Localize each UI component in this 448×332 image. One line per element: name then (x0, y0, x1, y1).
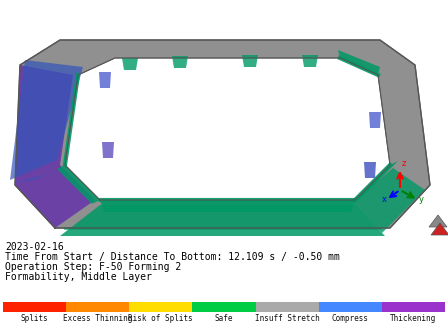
Polygon shape (102, 142, 114, 158)
Text: Excess Thinning: Excess Thinning (63, 314, 133, 323)
Bar (255, 302, 319, 312)
Polygon shape (369, 112, 381, 128)
Text: 2023-02-16: 2023-02-16 (5, 242, 64, 252)
Polygon shape (429, 215, 447, 227)
Bar (319, 302, 382, 312)
Text: Compress: Compress (332, 314, 369, 323)
Polygon shape (352, 168, 425, 233)
Text: Operation Step: F-50 Forming 2: Operation Step: F-50 Forming 2 (5, 262, 181, 272)
Text: z: z (402, 159, 406, 168)
Polygon shape (60, 205, 385, 236)
Text: y: y (419, 195, 424, 204)
Polygon shape (57, 165, 100, 204)
Text: Formability, Middle Layer: Formability, Middle Layer (5, 272, 152, 282)
Polygon shape (364, 162, 376, 178)
Text: x: x (382, 195, 387, 204)
Bar (382, 302, 445, 312)
Text: Thickening: Thickening (390, 314, 436, 323)
Text: Time From Start / Distance To Bottom: 12.109 s / -0.50 mm: Time From Start / Distance To Bottom: 12… (5, 252, 340, 262)
Polygon shape (10, 60, 83, 180)
Polygon shape (122, 58, 138, 70)
Text: Splits: Splits (21, 314, 48, 323)
Polygon shape (338, 50, 380, 75)
Polygon shape (65, 58, 390, 200)
Polygon shape (431, 223, 448, 235)
Polygon shape (172, 56, 188, 68)
Polygon shape (100, 200, 355, 212)
Polygon shape (13, 170, 60, 183)
Polygon shape (242, 55, 258, 67)
Bar (193, 302, 255, 312)
Bar (129, 302, 193, 312)
Text: Insuff Stretch: Insuff Stretch (255, 314, 319, 323)
Polygon shape (15, 65, 95, 228)
Bar (3, 302, 66, 312)
Polygon shape (99, 72, 111, 88)
Bar (66, 302, 129, 312)
Polygon shape (355, 161, 398, 200)
Polygon shape (15, 40, 430, 228)
Text: Safe: Safe (215, 314, 233, 323)
Text: Risk of Splits: Risk of Splits (129, 314, 193, 323)
Polygon shape (302, 55, 318, 67)
